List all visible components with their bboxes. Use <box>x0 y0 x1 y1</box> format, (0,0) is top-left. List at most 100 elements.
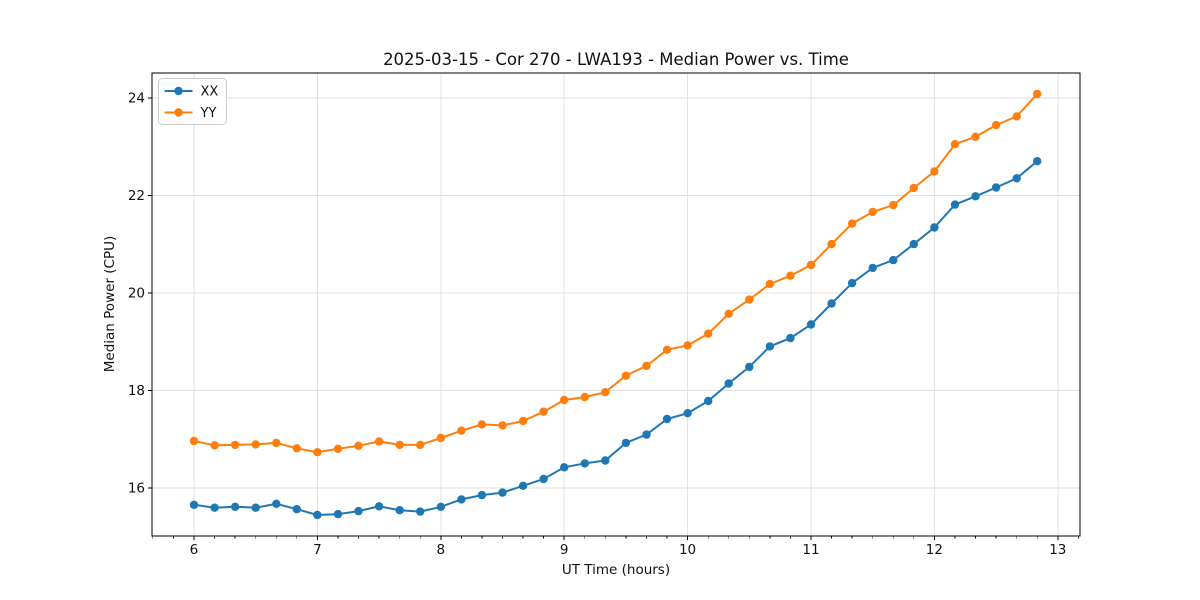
series-XX <box>189 157 1042 520</box>
y-axis-ticks <box>148 97 152 489</box>
series-YY-point <box>991 120 1001 130</box>
series-YY-point <box>765 279 775 289</box>
svg-text:8: 8 <box>436 542 445 558</box>
series-XX-point <box>642 430 651 439</box>
series-XX-point <box>395 506 404 515</box>
series-XX-point <box>272 499 281 508</box>
series-XX-point <box>518 481 528 490</box>
series-YY-point <box>662 345 672 354</box>
series-XX-point <box>847 278 857 288</box>
series-XX-point <box>560 463 569 472</box>
series-YY-point <box>560 395 569 405</box>
series-YY-point <box>333 444 343 453</box>
series-XX-point <box>724 379 733 388</box>
series-YY-point <box>806 260 816 270</box>
axes-border <box>151 72 1081 537</box>
y-axis-tick-labels: 16 18 20 22 24 <box>128 90 145 496</box>
svg-text:18: 18 <box>128 383 145 399</box>
series-XX-point <box>683 409 692 418</box>
series-YY-point <box>518 416 528 426</box>
svg-text:11: 11 <box>802 542 819 558</box>
series-XX-point <box>950 200 960 209</box>
legend: XX YY <box>158 78 227 125</box>
series-YY-point <box>580 392 589 402</box>
series-XX-line <box>193 160 1038 517</box>
series-YY-point <box>436 433 445 443</box>
series-YY-point <box>230 440 240 450</box>
series-XX-point <box>580 459 589 468</box>
series-YY-point <box>642 361 651 371</box>
series-XX-point <box>354 506 363 516</box>
series-YY-point <box>251 440 260 449</box>
series-XX-point <box>662 414 672 424</box>
series-YY-point <box>1033 89 1042 99</box>
series-YY-point <box>395 440 404 450</box>
series-YY-point <box>683 341 692 350</box>
series-YY-point <box>313 448 322 457</box>
series-XX-point <box>704 396 713 406</box>
series-XX-point <box>971 192 980 201</box>
svg-text:13: 13 <box>1049 542 1066 558</box>
series-YY-point <box>786 271 795 280</box>
series-YY-point <box>909 183 918 193</box>
series-XX-point <box>539 474 548 484</box>
series-XX-point <box>745 362 754 372</box>
series-XX-point <box>889 255 898 265</box>
series-XX-point <box>210 503 219 512</box>
series-YY-point <box>189 436 199 446</box>
series-YY-point <box>889 200 898 210</box>
series-XX-point <box>374 502 384 511</box>
svg-text:22: 22 <box>128 188 145 204</box>
series-YY-point <box>930 167 939 176</box>
series-XX-point <box>827 299 836 308</box>
svg-text:24: 24 <box>128 90 145 106</box>
svg-text:6: 6 <box>190 542 199 558</box>
series-XX-point <box>1012 174 1021 183</box>
series-XX-point <box>868 263 877 273</box>
series-XX-point <box>498 488 507 497</box>
series-YY-point <box>210 441 219 450</box>
series-XX-point <box>416 507 425 516</box>
series-YY-point <box>724 309 733 318</box>
series-XX-point <box>786 333 795 343</box>
series-YY-point <box>272 438 281 448</box>
series-XX-point <box>806 320 816 329</box>
series-XX-point <box>292 505 301 514</box>
series-YY-point <box>827 239 836 249</box>
series-YY-point <box>868 207 877 217</box>
series-XX-point <box>436 502 445 511</box>
chart-title: 2025-03-15 - Cor 270 - LWA193 - Median P… <box>383 50 849 69</box>
svg-text:16: 16 <box>128 480 145 496</box>
series-XX-point <box>601 456 610 465</box>
series-YY-point <box>601 388 610 397</box>
series-YY-line <box>193 93 1038 454</box>
series-YY-point <box>950 140 960 149</box>
series-YY-point <box>457 426 466 435</box>
series-XX-point <box>1033 157 1042 166</box>
legend-entry-YY: YY <box>164 106 217 121</box>
series-YY-point <box>292 444 301 453</box>
series-YY-point <box>971 132 980 141</box>
series-YY-point <box>847 219 857 228</box>
grid <box>152 73 1080 536</box>
series-YY-point <box>498 421 507 430</box>
svg-text:20: 20 <box>128 285 145 301</box>
series-XX-point <box>930 223 939 232</box>
legend-entry-XX: XX <box>164 85 218 100</box>
series-XX-point <box>477 490 487 500</box>
series-XX-point <box>333 509 343 519</box>
series-XX-point <box>621 438 631 448</box>
series-XX-point <box>313 510 322 520</box>
svg-text:10: 10 <box>679 542 696 558</box>
series-XX-point <box>765 342 775 351</box>
x-axis-ticks <box>193 536 1059 540</box>
series-YY-point <box>374 437 384 446</box>
legend-marker-YY <box>174 108 183 117</box>
svg-text:7: 7 <box>313 542 322 558</box>
series-YY-point <box>539 407 548 416</box>
legend-marker-XX <box>174 86 183 96</box>
series-XX-point <box>189 500 199 509</box>
legend-label-YY: YY <box>200 106 217 121</box>
